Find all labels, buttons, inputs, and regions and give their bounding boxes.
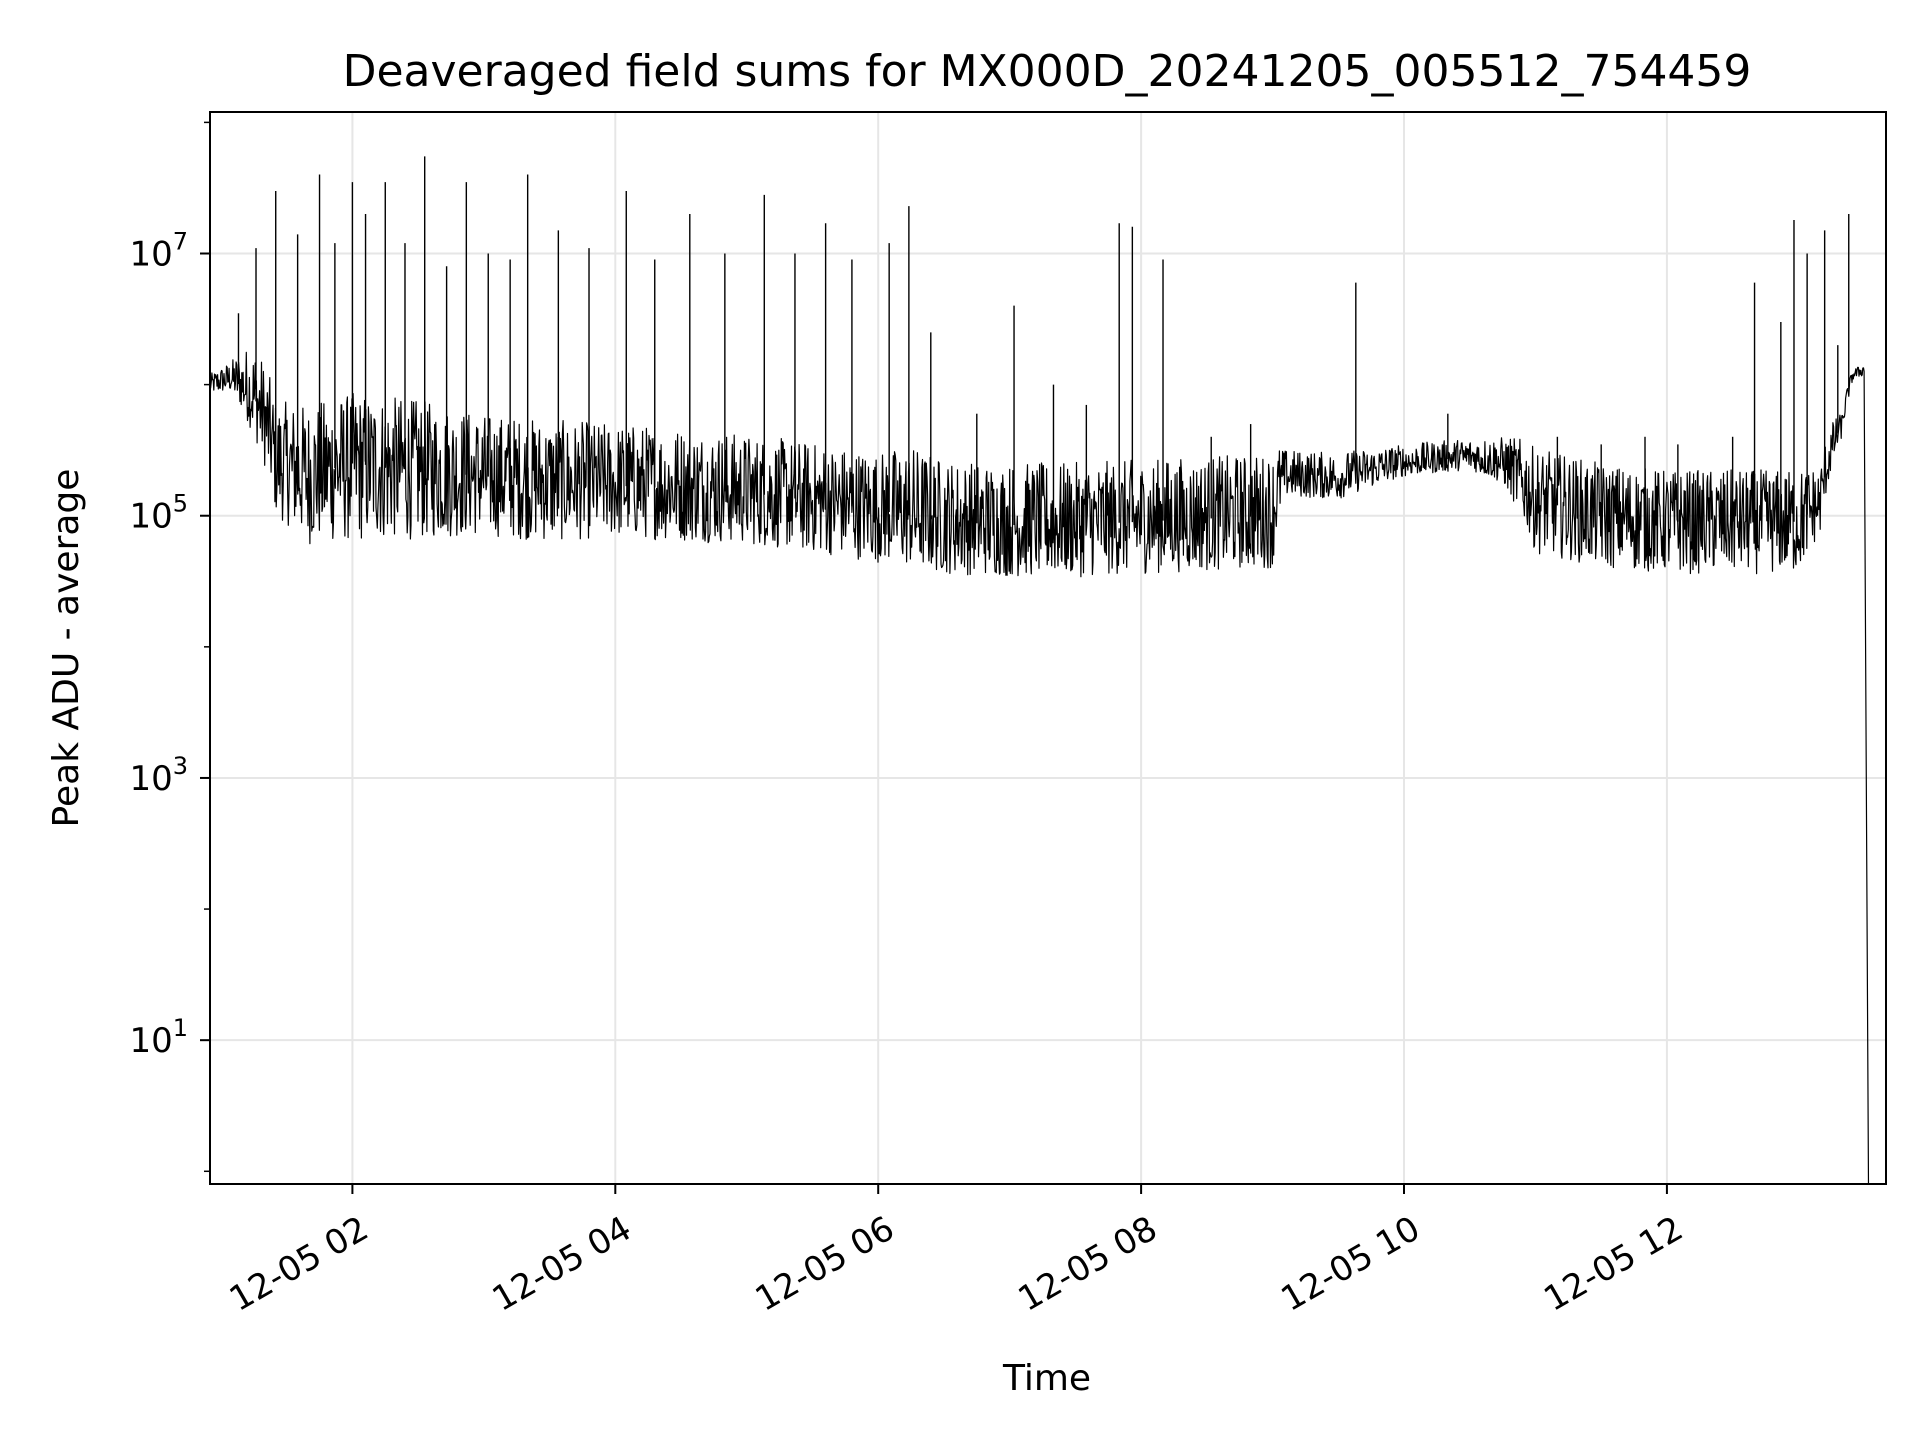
y-axis: 101 103 105 107: [129, 121, 210, 1173]
series-line: [210, 351, 1870, 1184]
y-tick-label: 103: [129, 752, 188, 799]
series-group: [210, 156, 1870, 1184]
y-tick-label: 101: [129, 1014, 188, 1061]
plot-frame: [209, 111, 1887, 1185]
chart-title: Deaveraged field sums for MX000D_2024120…: [343, 46, 1752, 97]
y-tick-label: 107: [129, 227, 188, 274]
x-axis-label: Time: [1002, 1358, 1091, 1399]
y-tick-label: 105: [129, 490, 188, 537]
y-axis-label: Peak ADU - average: [46, 469, 87, 828]
